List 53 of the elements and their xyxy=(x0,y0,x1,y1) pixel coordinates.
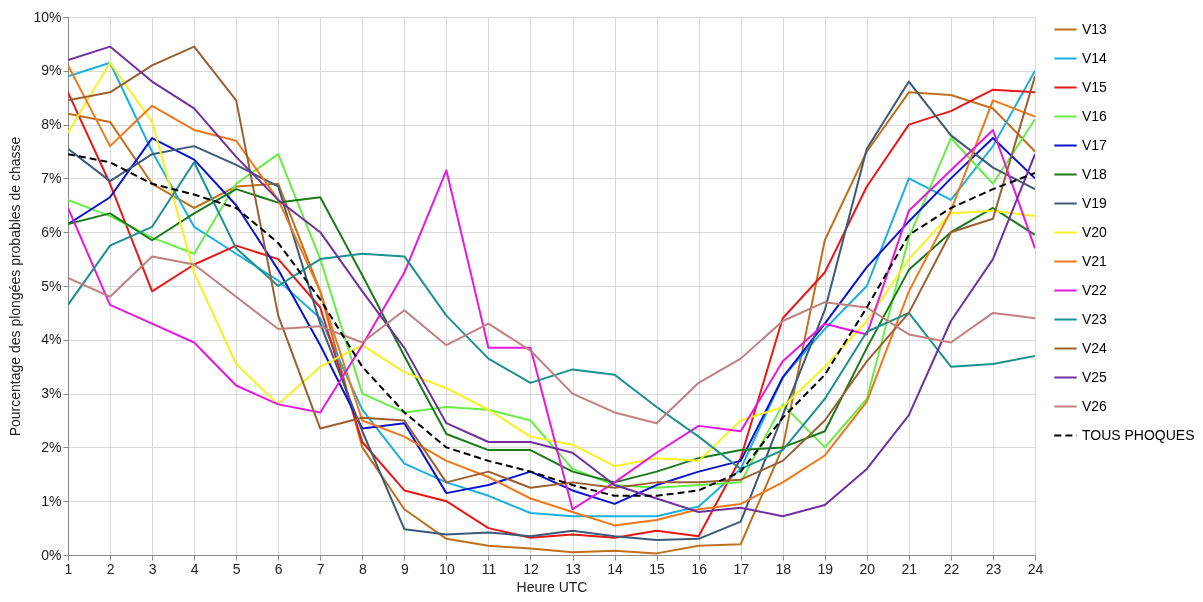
x-tick-label: 6 xyxy=(274,560,283,577)
x-tick-label: 7 xyxy=(316,560,325,577)
y-tick-label: 2% xyxy=(41,438,62,455)
x-tick-label: 10 xyxy=(439,560,455,577)
y-tick-label: 6% xyxy=(41,223,62,240)
legend-label: V23 xyxy=(1082,310,1108,327)
x-tick-label: 2 xyxy=(106,560,115,577)
line-series xyxy=(68,255,1035,425)
legend-label: V20 xyxy=(1082,223,1108,240)
y-tick-label: 7% xyxy=(41,169,62,186)
legend-label: V26 xyxy=(1082,397,1108,414)
legend-label: V13 xyxy=(1082,20,1108,37)
x-axis-title: Heure UTC xyxy=(516,578,588,595)
x-tick-label: 9 xyxy=(400,560,409,577)
y-tick-label: 4% xyxy=(41,331,62,348)
legend-label: V25 xyxy=(1082,368,1108,385)
y-tick-label: 8% xyxy=(41,116,62,133)
y-tick-label: 1% xyxy=(41,492,62,509)
legend-label: V17 xyxy=(1082,136,1108,153)
legend-label: TOUS PHOQUES xyxy=(1082,426,1195,443)
y-tick-label: 0% xyxy=(41,546,62,563)
x-tick-label: 21 xyxy=(901,560,918,577)
y-tick-label: 5% xyxy=(41,277,62,294)
x-tick-label: 20 xyxy=(859,560,876,577)
x-tick-label: 8 xyxy=(358,560,367,577)
x-tick-label: 24 xyxy=(1027,560,1044,577)
x-tick-label: 12 xyxy=(523,560,539,577)
x-tick-label: 11 xyxy=(481,560,497,577)
y-tick-label: 9% xyxy=(41,62,62,79)
legend-label: V19 xyxy=(1082,194,1108,211)
x-tick-label: 23 xyxy=(985,560,1002,577)
legend-label: V15 xyxy=(1082,78,1108,95)
legend-label: V22 xyxy=(1082,281,1108,298)
x-tick-label: 1 xyxy=(64,560,73,577)
x-tick-label: 5 xyxy=(232,560,241,577)
y-tick-label: 3% xyxy=(41,385,62,402)
x-tick-label: 18 xyxy=(775,560,792,577)
y-tick-label: 10% xyxy=(33,8,62,25)
x-tick-label: 13 xyxy=(565,560,582,577)
legend-label: V18 xyxy=(1082,165,1108,182)
x-tick-label: 22 xyxy=(943,560,960,577)
legend-label: V24 xyxy=(1082,339,1108,356)
legend-label: V21 xyxy=(1082,252,1108,269)
legend-label: V14 xyxy=(1082,49,1108,66)
x-tick-label: 15 xyxy=(649,560,666,577)
x-tick-label: 14 xyxy=(607,560,624,577)
x-tick-label: 19 xyxy=(817,560,834,577)
x-tick-label: 3 xyxy=(148,560,157,577)
x-tick-label: 16 xyxy=(691,560,708,577)
y-axis-title: Pourcentage des plongées probables de chasse xyxy=(7,136,24,437)
x-tick-label: 17 xyxy=(733,560,750,577)
legend-label: V16 xyxy=(1082,107,1108,124)
x-tick-label: 4 xyxy=(190,560,199,577)
